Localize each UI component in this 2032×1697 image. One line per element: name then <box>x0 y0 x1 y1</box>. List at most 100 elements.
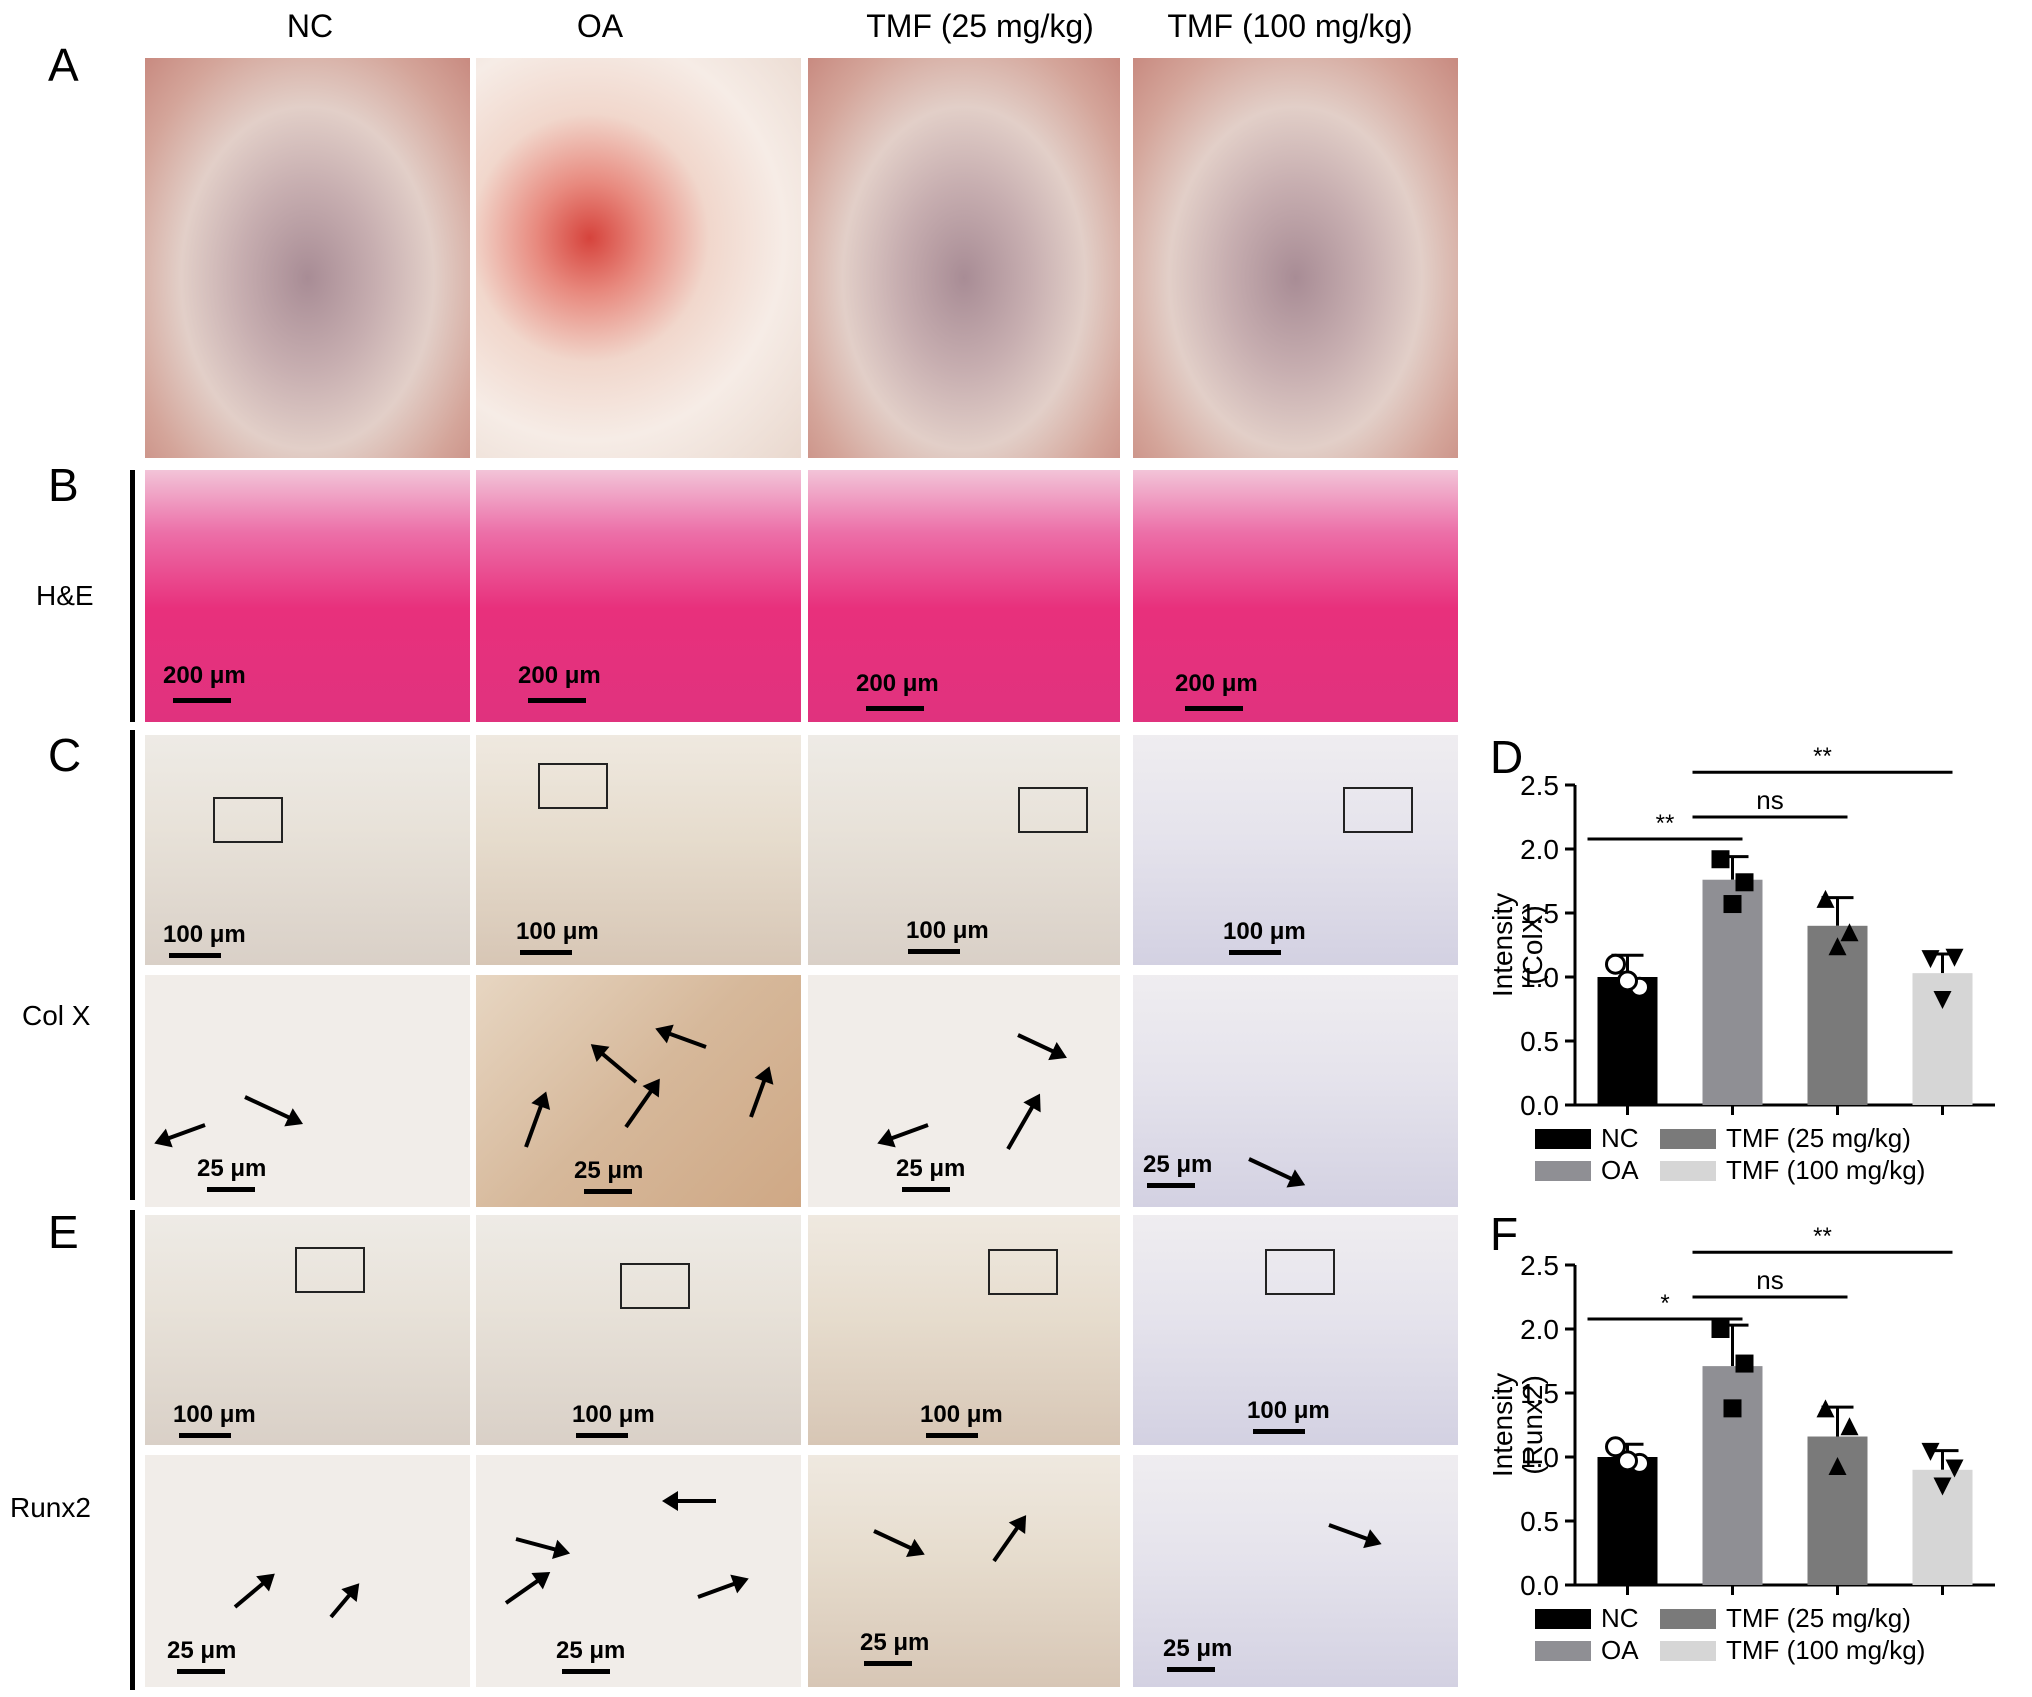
data-point <box>1711 1320 1730 1338</box>
data-point <box>1921 950 1940 969</box>
he-image-nc: 200 μm <box>145 470 470 722</box>
arrow-icon <box>515 1537 567 1555</box>
data-point <box>1921 1442 1940 1461</box>
y-tick-label: 1.0 <box>1520 1442 1559 1473</box>
data-point <box>1723 1399 1742 1418</box>
bar <box>1702 1366 1763 1585</box>
significance-label: ** <box>1813 743 1832 770</box>
colx-zoom-tmf25: 25 μm <box>808 975 1120 1207</box>
arrow-icon <box>329 1585 359 1619</box>
y-axis-label: (Runx2) <box>1517 1375 1548 1475</box>
zoom-box <box>620 1263 690 1309</box>
data-point <box>1828 937 1847 956</box>
zoom-box <box>213 797 283 843</box>
zoom-scale-bar <box>562 1669 610 1674</box>
legend-label: TMF (25 mg/kg) <box>1726 1603 1911 1633</box>
he-scale-bar <box>1185 706 1243 711</box>
runx2-overview-tmf25: 100 μm <box>808 1215 1120 1445</box>
zoom-box <box>295 1247 365 1293</box>
arrow-icon <box>992 1517 1026 1563</box>
data-point <box>1933 991 1952 1010</box>
y-tick-label: 2.0 <box>1520 1314 1559 1345</box>
zoom-scale-label: 25 μm <box>896 1155 966 1182</box>
chart-d: 0.0 0.5 1.0 1.5 2.0 2.5 Intensity (ColX) ** ns ** N… <box>1487 743 1995 1185</box>
data-point <box>1723 895 1742 914</box>
legend-label: TMF (100 mg/kg) <box>1726 1155 1925 1185</box>
runx2-row-bar <box>130 1210 135 1690</box>
arrow-icon <box>880 1123 929 1144</box>
arrow-icon <box>504 1572 549 1605</box>
data-point <box>1945 1459 1964 1478</box>
arrow-icon <box>624 1080 660 1129</box>
gross-photo-oa <box>476 58 801 458</box>
arrow-icon <box>1328 1523 1379 1545</box>
data-point <box>1840 923 1859 942</box>
overview-scale-label: 100 μm <box>920 1401 1003 1428</box>
column-header-tmf100: TMF (100 mg/kg) <box>1167 8 1413 44</box>
data-point <box>1933 1477 1952 1496</box>
bar <box>1807 925 1868 1105</box>
zoom-scale-bar <box>1147 1183 1195 1188</box>
colx-overview-oa: 100 μm <box>476 735 801 965</box>
data-point <box>1617 970 1638 992</box>
y-tick-label: 1.5 <box>1520 1378 1559 1409</box>
arrow-icon <box>1017 1033 1065 1058</box>
arrow-icon <box>233 1574 274 1609</box>
y-axis-label: Intensity <box>1487 1373 1518 1477</box>
overview-scale-label: 100 μm <box>516 918 599 945</box>
panel-letter-e: E <box>48 1206 79 1258</box>
legend-swatch <box>1660 1161 1716 1181</box>
legend-swatch <box>1535 1129 1591 1149</box>
runx2-zoom-oa: 25 μm <box>476 1455 801 1687</box>
y-axis-label: Intensity <box>1487 893 1518 997</box>
arrow-icon <box>1006 1096 1040 1150</box>
zoom-box <box>1265 1249 1335 1295</box>
zoom-scale-bar <box>177 1669 225 1674</box>
runx2-overview-nc: 100 μm <box>145 1215 470 1445</box>
he-scale-label: 200 μm <box>518 662 601 689</box>
legend-swatch <box>1535 1641 1591 1661</box>
column-header-tmf25: TMF (25 mg/kg) <box>866 8 1094 44</box>
data-point <box>1617 1450 1638 1472</box>
he-row-bar <box>130 470 135 722</box>
zoom-box <box>988 1249 1058 1295</box>
arrow-icon <box>524 1094 547 1148</box>
zoom-scale-label: 25 μm <box>556 1637 626 1664</box>
panel-letter-f: F <box>1490 1208 1519 1260</box>
data-point <box>1816 1399 1835 1418</box>
legend-label: NC <box>1601 1123 1639 1153</box>
legend-label: NC <box>1601 1603 1639 1633</box>
arrow-icon <box>749 1069 770 1118</box>
significance-label: ns <box>1756 785 1783 815</box>
y-tick-label: 2.5 <box>1520 1250 1559 1281</box>
arrow-icon <box>873 1529 922 1555</box>
overview-scale-bar <box>520 950 572 955</box>
panel-letter-b: B <box>48 459 79 511</box>
runx2-zoom-nc: 25 μm <box>145 1455 470 1687</box>
legend-label: OA <box>1601 1155 1639 1185</box>
legend-label: TMF (25 mg/kg) <box>1726 1123 1911 1153</box>
data-point <box>1711 850 1730 869</box>
significance-label: * <box>1660 1290 1669 1317</box>
data-point <box>1945 948 1964 967</box>
zoom-scale-label: 25 μm <box>860 1629 930 1656</box>
overview-scale-bar <box>908 949 960 954</box>
legend-swatch <box>1660 1641 1716 1661</box>
panel-letter-d: D <box>1490 731 1524 783</box>
y-tick-label: 0.0 <box>1520 1090 1559 1121</box>
data-point <box>1816 889 1835 908</box>
y-tick-label: 0.5 <box>1520 1506 1559 1537</box>
colx-zoom-nc: 25 μm <box>145 975 470 1207</box>
gross-photo-nc <box>145 58 470 458</box>
he-scale-bar <box>173 698 231 703</box>
overview-scale-bar <box>926 1433 978 1438</box>
significance-label: ** <box>1813 1223 1832 1250</box>
overview-scale-label: 100 μm <box>906 917 989 944</box>
overview-scale-label: 100 μm <box>1247 1397 1330 1424</box>
he-scale-label: 200 μm <box>1175 670 1258 697</box>
legend-swatch <box>1660 1609 1716 1629</box>
data-point <box>1840 1417 1859 1436</box>
data-point <box>1735 1354 1754 1373</box>
runx2-zoom-tmf25: 25 μm <box>808 1455 1120 1687</box>
significance-label: ns <box>1756 1265 1783 1295</box>
